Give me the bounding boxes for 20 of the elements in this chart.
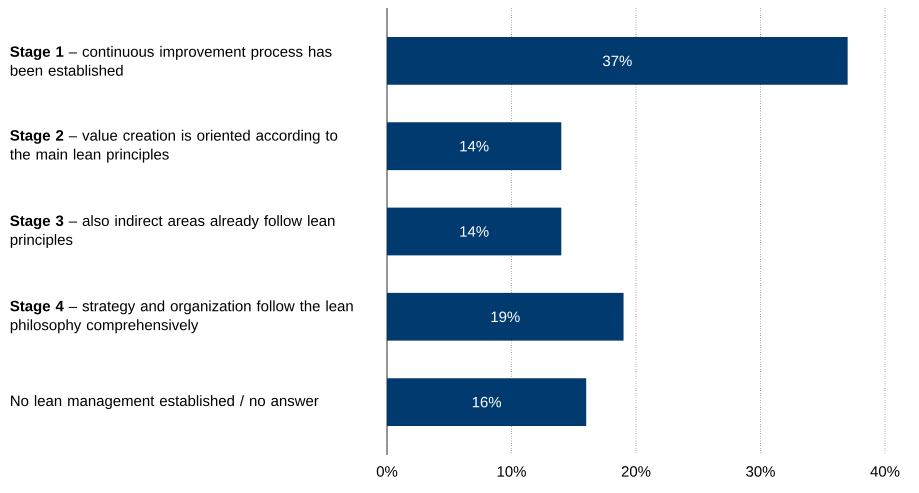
y-tick-label: Stage 3 – also indirect areas already follow lean principles [10, 215, 334, 248]
bar [387, 292, 624, 341]
data-label: 14% [460, 226, 489, 237]
y-tick-label: Stage 1 – continuous improvement process has been established [10, 46, 332, 76]
bar [387, 378, 586, 426]
y-tick-label: No lean management established / no answer [11, 395, 319, 410]
x-tick-label: 30% [746, 466, 775, 477]
data-label: 19% [491, 312, 520, 322]
data-label: 16% [472, 396, 502, 408]
bar [387, 36, 848, 85]
x-tick-label: 0% [376, 466, 398, 477]
y-tick-label: Stage 2 – value creation is oriented according to the main lean principles [10, 130, 338, 163]
bar [387, 208, 562, 256]
bar [387, 122, 562, 170]
x-tick-label: 40% [870, 466, 900, 477]
x-tick-label: 10% [498, 466, 526, 477]
data-label: 14% [460, 140, 489, 152]
data-label: 37% [602, 56, 632, 66]
x-tick-label: 20% [622, 466, 650, 477]
y-tick-label: Stage 4 – strategy and organization follow the lean philosophy comprehensively [10, 300, 353, 334]
